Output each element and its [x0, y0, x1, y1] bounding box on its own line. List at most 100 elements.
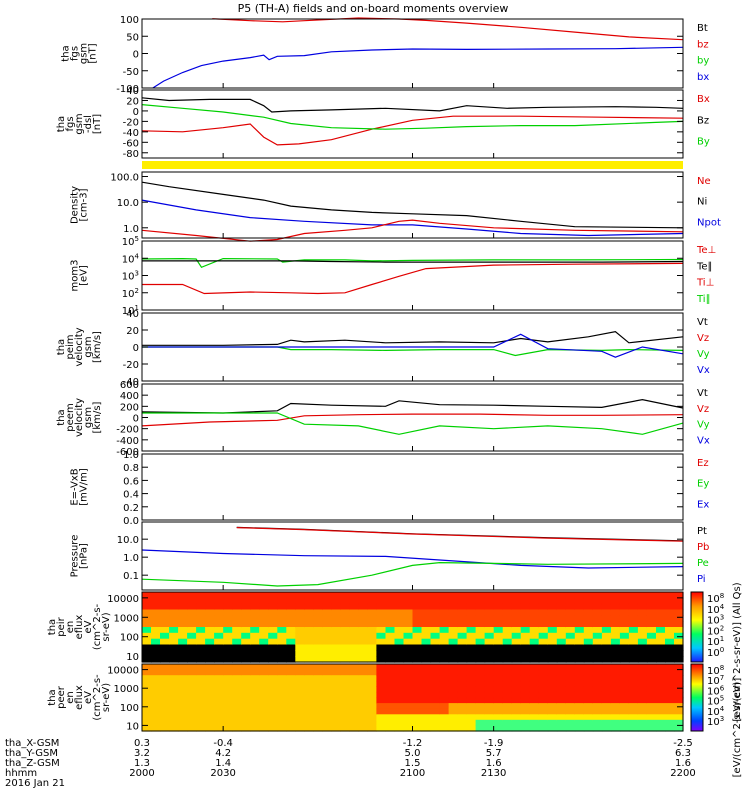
- y-tick-label: 0.0: [123, 516, 139, 527]
- spectrogram-cell: [574, 609, 585, 616]
- spectrogram-cell: [358, 644, 368, 651]
- spectrogram-cell: [205, 656, 215, 663]
- spectrogram-cell: [475, 669, 486, 676]
- spectrogram-cell: [583, 725, 594, 732]
- spectrogram-cell: [656, 615, 666, 622]
- spectrogram-cell: [349, 686, 359, 693]
- spectrogram-cell: [142, 725, 152, 732]
- spectrogram-cell: [520, 675, 531, 682]
- spectrogram-cell: [367, 638, 377, 646]
- spectrogram-cell: [187, 714, 197, 721]
- spectrogram-cell: [232, 656, 242, 663]
- spectrogram-cell: [142, 664, 152, 671]
- spectrogram-cell: [349, 615, 359, 622]
- y-tick-label: 50: [126, 32, 139, 43]
- spectrogram-cell: [493, 615, 504, 622]
- spectrogram-cell: [169, 609, 179, 616]
- spectrogram-cell: [674, 609, 684, 616]
- y-tick-label: 20: [126, 326, 139, 337]
- spectrogram-cell: [448, 615, 459, 622]
- spectrogram-cell: [466, 708, 477, 715]
- spectrogram-cell: [646, 597, 657, 605]
- series-line-Vx: [142, 333, 684, 358]
- spectrogram-cell: [250, 650, 260, 657]
- spectrogram-cell: [484, 656, 495, 663]
- spectrogram-cell: [385, 697, 396, 704]
- spectrogram-cell: [457, 680, 468, 687]
- spectrogram-cell: [646, 669, 657, 676]
- spectrogram-cell: [583, 697, 594, 704]
- series-line-Vz: [141, 413, 684, 427]
- spectrogram-cell: [322, 627, 332, 634]
- spectrogram-cell: [601, 638, 612, 646]
- spectrogram-cell: [448, 603, 459, 611]
- spectrogram-cell: [475, 632, 486, 640]
- spectrogram-cell: [556, 621, 567, 628]
- spectrogram-cell: [421, 603, 432, 611]
- spectrogram-cell: [628, 621, 639, 628]
- series-line-Vt: [141, 398, 684, 414]
- spectrogram-cell: [187, 725, 197, 732]
- spectrogram-cell: [592, 669, 603, 676]
- spectrogram-cell: [466, 603, 477, 611]
- spectrogram-cell: [601, 650, 612, 657]
- spectrogram-cell: [448, 664, 459, 671]
- spectrogram-cell: [313, 656, 323, 663]
- spectrogram-cell: [304, 621, 314, 628]
- spectrogram-cell: [331, 669, 341, 676]
- spectrogram-cell: [268, 708, 278, 715]
- spectrogram-cell: [439, 703, 450, 710]
- y-axis-label: gsm: [83, 407, 94, 428]
- spectrogram-cell: [322, 675, 332, 682]
- y-tick-label: 1.0: [123, 553, 139, 564]
- spectrogram-cell: [674, 680, 684, 687]
- spectrogram-cell: [205, 703, 215, 710]
- spectrogram-cell: [241, 703, 251, 710]
- spectrogram-cell: [250, 669, 260, 676]
- spectrogram-cell: [674, 708, 684, 715]
- spectrogram-cell: [349, 714, 359, 721]
- spectrogram-cell: [223, 627, 233, 634]
- spectrogram-cell: [466, 597, 477, 605]
- spectrogram-cell: [223, 650, 233, 657]
- y-tick-label: -50: [123, 67, 139, 78]
- spectrogram-cell: [223, 703, 233, 710]
- spectrogram-cell: [619, 592, 630, 599]
- spectrogram-cell: [511, 621, 522, 628]
- spectrogram-cell: [412, 627, 423, 634]
- spectrogram-cell: [538, 680, 549, 687]
- spectrogram-cell: [656, 703, 666, 710]
- footer-value: 2030: [210, 768, 235, 779]
- spectrogram-cell: [250, 656, 260, 663]
- spectrogram-cell: [385, 621, 396, 628]
- spectrogram-cell: [601, 669, 612, 676]
- spectrogram-cell: [394, 656, 405, 663]
- spectrogram-cell: [214, 621, 224, 628]
- y-tick-label: 0: [133, 50, 139, 61]
- spectrogram-cell: [214, 597, 224, 605]
- spectrogram-cell: [250, 691, 260, 699]
- series-line-Vy: [142, 412, 684, 435]
- spectrogram-cell: [304, 675, 314, 682]
- spectrogram-cell: [223, 656, 233, 663]
- spectrogram-cell: [493, 680, 504, 687]
- spectrogram-cell: [637, 638, 648, 646]
- spectrogram-cell: [295, 714, 305, 721]
- spectrogram-cell: [637, 708, 648, 715]
- spectrogram-cell: [646, 725, 657, 732]
- spectrogram-cell: [142, 680, 152, 687]
- spectrogram-cell: [646, 686, 657, 693]
- spectrogram-cell: [160, 714, 170, 721]
- spectrogram-cell: [547, 615, 558, 622]
- spectrogram-cell: [358, 603, 368, 611]
- spectrogram-cell: [439, 603, 450, 611]
- spectrogram-cell: [250, 675, 260, 682]
- spectrogram-cell: [295, 664, 305, 671]
- spectrogram-cell: [457, 691, 468, 699]
- spectrogram-cell: [493, 621, 504, 628]
- spectrogram-cell: [502, 686, 513, 693]
- spectrogram-cell: [637, 686, 648, 693]
